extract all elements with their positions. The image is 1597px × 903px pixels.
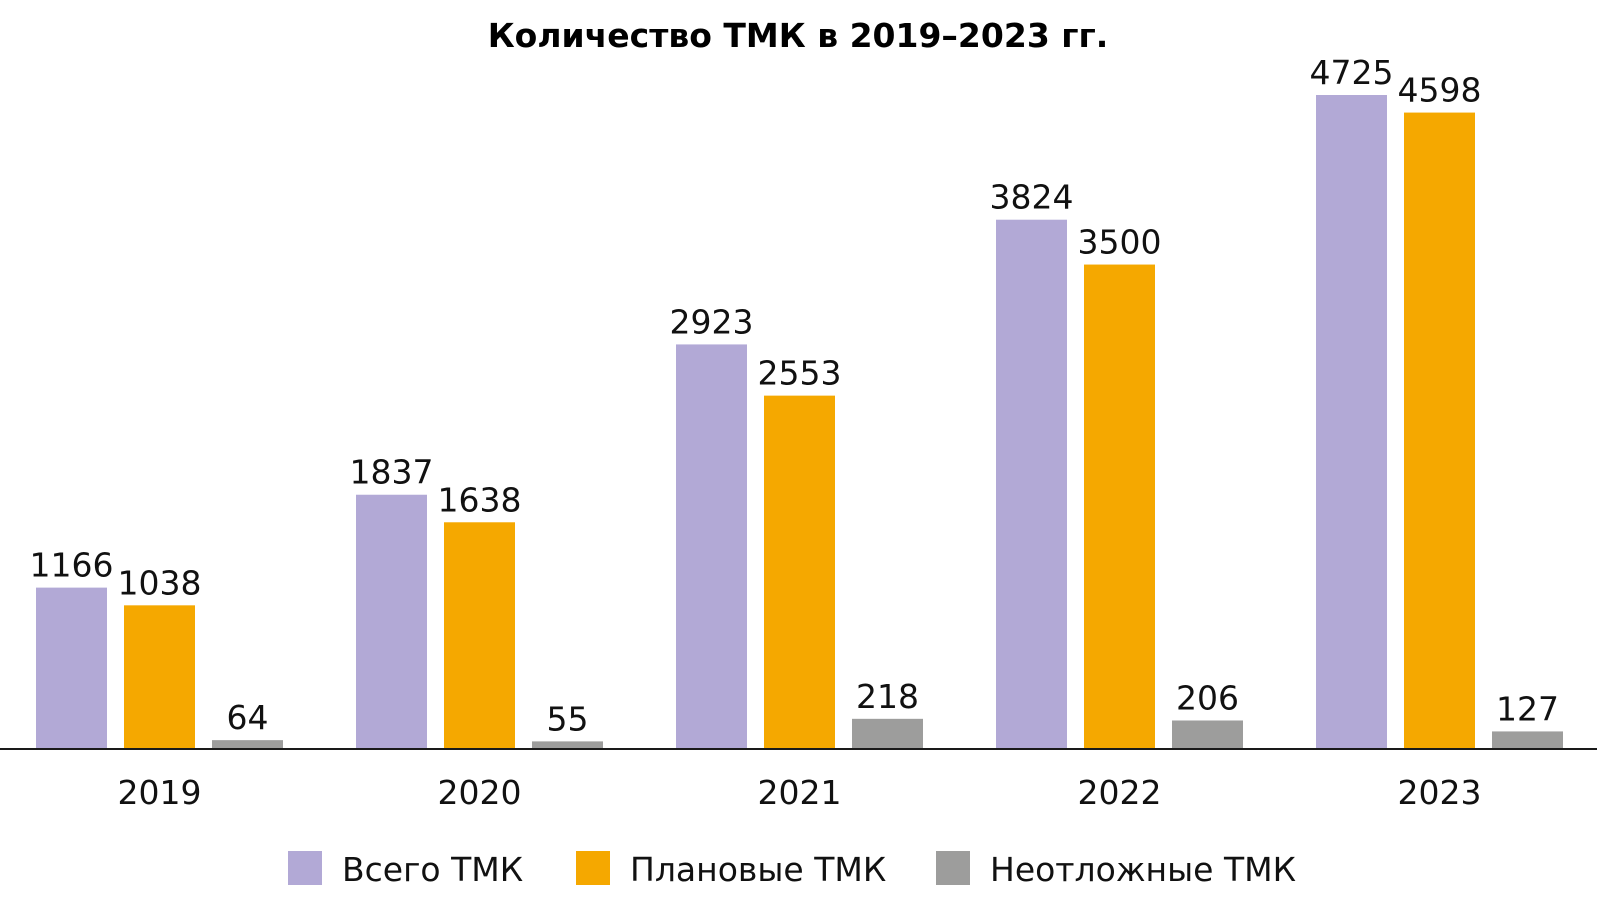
category-label-2020: 2020 (438, 773, 522, 812)
category-label-2021: 2021 (758, 773, 842, 812)
value-label-2020-1: 1638 (438, 480, 522, 519)
bar-2021-2 (852, 718, 923, 749)
bar-2021-0 (676, 344, 747, 749)
value-label-2021-2: 218 (856, 677, 919, 716)
bar-2021-1 (764, 395, 835, 749)
value-label-2021-1: 2553 (758, 354, 842, 393)
legend-swatch-1 (576, 851, 610, 885)
category-labels-layer: 2019 2020 2021 2022 2023 (118, 773, 1482, 812)
bar-2019-1 (124, 605, 195, 749)
value-label-2021-0: 2923 (670, 302, 754, 341)
value-label-2023-0: 4725 (1310, 53, 1394, 92)
bar-2022-0 (996, 219, 1067, 749)
category-label-2022: 2022 (1078, 773, 1162, 812)
legend: Всего ТМК Плановые ТМК Неотложные ТМК (288, 850, 1296, 889)
category-label-2019: 2019 (118, 773, 202, 812)
value-label-2019-1: 1038 (118, 563, 202, 602)
value-label-2019-2: 64 (227, 698, 269, 737)
value-label-2020-0: 1837 (350, 453, 434, 492)
legend-label-0: Всего ТМК (342, 850, 523, 889)
value-label-2022-1: 3500 (1078, 223, 1162, 262)
value-label-2022-0: 3824 (990, 178, 1074, 217)
bar-2019-0 (36, 587, 107, 749)
bars-layer (36, 95, 1563, 749)
bar-2019-2 (212, 740, 283, 749)
category-label-2023: 2023 (1398, 773, 1482, 812)
legend-swatch-0 (288, 851, 322, 885)
bar-2020-1 (444, 522, 515, 749)
chart-title: Количество ТМК в 2019–2023 гг. (488, 16, 1109, 55)
legend-label-1: Плановые ТМК (630, 850, 886, 889)
value-label-2019-0: 1166 (30, 546, 114, 585)
value-label-2023-1: 4598 (1398, 71, 1482, 110)
bar-2020-0 (356, 494, 427, 749)
bar-2022-2 (1172, 720, 1243, 749)
bar-2022-1 (1084, 264, 1155, 749)
bar-2023-2 (1492, 731, 1563, 749)
value-label-2023-2: 127 (1496, 689, 1559, 728)
legend-swatch-2 (936, 851, 970, 885)
bar-2020-2 (532, 741, 603, 749)
value-label-2020-2: 55 (547, 699, 589, 738)
bar-2023-1 (1404, 112, 1475, 749)
value-label-2022-2: 206 (1176, 678, 1239, 717)
legend-label-2: Неотложные ТМК (990, 850, 1296, 889)
bar-2023-0 (1316, 95, 1387, 749)
